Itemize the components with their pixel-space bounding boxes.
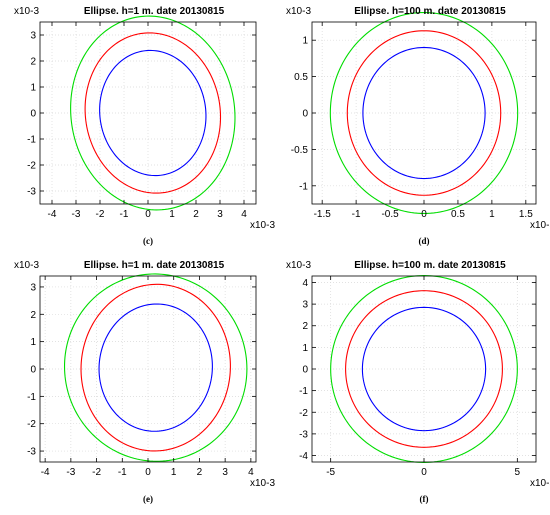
x-tick-label: -1 — [120, 209, 129, 220]
x-tick-label: 0 — [145, 467, 151, 478]
plot-panel: -4 -3 -2 -1 0 1 2 3 4 -3 -2 -1 0 1 2 3 Ellipse. h=1 m. d… — [14, 260, 275, 504]
x-exponent-label: x10-3 — [250, 220, 275, 231]
panel-caption: (c) — [143, 236, 153, 246]
x-tick-label: -3 — [66, 467, 75, 478]
x-tick-label: 2 — [193, 209, 199, 220]
y-tick-label: 1 — [30, 337, 36, 348]
x-tick-label: -0.5 — [381, 209, 399, 220]
y-tick-label: 0 — [30, 365, 36, 376]
y-exponent-label: x10-3 — [14, 260, 39, 271]
ellipse-series-line — [63, 273, 248, 462]
y-tick-label: 3 — [30, 282, 36, 293]
y-tick-label: -4 — [299, 451, 308, 462]
x-tick-label: -3 — [72, 209, 81, 220]
ellipse-series-line — [329, 11, 519, 215]
ellipse-series-line — [84, 32, 222, 194]
y-tick-label: -3 — [27, 447, 36, 458]
x-tick-label: 1 — [171, 467, 177, 478]
plot-title: Ellipse. h=1 m. date 20130815 — [84, 6, 225, 17]
x-tick-label: 3 — [217, 209, 223, 220]
x-tick-label: 5 — [515, 467, 521, 478]
ellipse-series-line — [330, 275, 518, 463]
y-exponent-label: x10-3 — [286, 260, 311, 271]
x-tick-label: 1.5 — [519, 209, 533, 220]
panel-caption: (f) — [420, 494, 429, 504]
plot-panel: -5 0 5 -4 -3 -2 -1 0 1 2 3 4 Ellipse. h=100 m. date … — [286, 260, 550, 504]
plot-panel: -1.5 -1 -0.5 0 0.5 1 1.5 -1 -0.5 0 0.5 1 Ellipse. h=… — [286, 6, 550, 246]
ellipse-series-line — [361, 306, 487, 432]
y-tick-label: -2 — [27, 419, 36, 430]
plot-panel: -4 -3 -2 -1 0 1 2 3 4 -3 -2 -1 0 1 2 3 Ellipse. h=1 m. d… — [14, 6, 275, 246]
y-tick-label: -1 — [27, 135, 36, 146]
y-tick-label: -3 — [299, 429, 308, 440]
y-exponent-label: x10-3 — [286, 6, 311, 17]
x-tick-label: -1 — [352, 209, 361, 220]
x-tick-label: -4 — [48, 209, 57, 220]
y-tick-label: 0 — [302, 365, 308, 376]
x-tick-label: -1 — [118, 467, 127, 478]
ellipse-series-line — [345, 290, 503, 448]
x-exponent-label: x10-3 — [250, 478, 275, 489]
y-tick-label: 3 — [30, 31, 36, 42]
x-tick-label: 4 — [248, 467, 254, 478]
panel-caption: (e) — [143, 494, 153, 504]
panel-caption: (d) — [419, 236, 430, 246]
ellipse-series-line — [98, 303, 213, 432]
y-tick-label: 2 — [30, 310, 36, 321]
x-tick-label: 0.5 — [451, 209, 465, 220]
x-exponent-label: x10-3 — [530, 478, 550, 489]
y-tick-label: -0.5 — [291, 145, 309, 156]
y-tick-label: 2 — [302, 321, 308, 332]
x-tick-label: -2 — [96, 209, 105, 220]
x-tick-label: -1.5 — [314, 209, 332, 220]
x-tick-label: -5 — [326, 467, 335, 478]
x-tick-label: 1 — [169, 209, 175, 220]
ellipse-series-line — [346, 30, 502, 196]
ellipse-series-line — [99, 49, 207, 177]
y-tick-label: -3 — [27, 187, 36, 198]
x-tick-label: 2 — [197, 467, 203, 478]
ellipse-series-line — [362, 46, 486, 180]
x-tick-label: 3 — [222, 467, 228, 478]
y-tick-label: 0 — [30, 109, 36, 120]
y-tick-label: -1 — [299, 181, 308, 192]
x-tick-label: -2 — [92, 467, 101, 478]
x-tick-label: -4 — [41, 467, 50, 478]
plot-title: Ellipse. h=100 m. date 20130815 — [354, 260, 506, 271]
ellipse-series-line — [70, 15, 236, 211]
y-tick-label: 0 — [302, 109, 308, 120]
y-tick-label: 2 — [30, 57, 36, 68]
y-exponent-label: x10-3 — [14, 6, 39, 17]
plot-title: Ellipse. h=1 m. date 20130815 — [84, 260, 225, 271]
y-tick-label: 0.5 — [294, 72, 308, 83]
x-tick-label: 1 — [489, 209, 495, 220]
ellipse-series-line — [80, 283, 231, 452]
y-tick-label: -1 — [27, 392, 36, 403]
plot-title: Ellipse. h=100 m. date 20130815 — [354, 6, 506, 17]
y-tick-label: 3 — [302, 300, 308, 311]
y-tick-label: -2 — [299, 408, 308, 419]
y-tick-label: 4 — [302, 278, 308, 289]
x-tick-label: 4 — [241, 209, 247, 220]
x-tick-label: 0 — [421, 209, 427, 220]
y-tick-label: 1 — [302, 343, 308, 354]
y-tick-label: -2 — [27, 161, 36, 172]
y-tick-label: 1 — [30, 83, 36, 94]
x-tick-label: 0 — [421, 467, 427, 478]
x-exponent-label: x10-3 — [530, 220, 550, 231]
y-tick-label: -1 — [299, 386, 308, 397]
x-tick-label: 0 — [145, 209, 151, 220]
y-tick-label: 1 — [302, 36, 308, 47]
